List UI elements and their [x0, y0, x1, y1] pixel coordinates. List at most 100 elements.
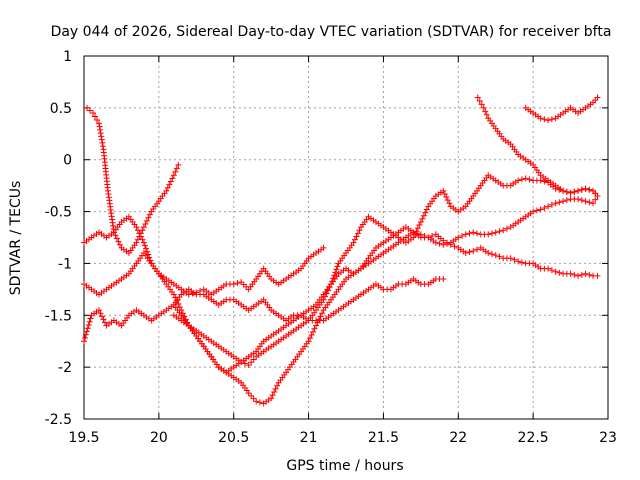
plot-frame	[83, 55, 609, 420]
data-point	[483, 111, 490, 118]
data-point	[414, 225, 421, 232]
data-point	[594, 193, 601, 200]
data-point	[480, 104, 487, 111]
data-point	[590, 200, 597, 207]
data-point	[145, 214, 152, 221]
data-point	[115, 238, 122, 245]
data-point	[334, 263, 341, 270]
y-tick-label: -2	[58, 360, 72, 376]
data-point	[97, 130, 104, 137]
x-tick-label: 22	[449, 430, 467, 446]
data-point	[175, 300, 182, 307]
data-point	[444, 240, 451, 247]
data-point	[474, 94, 481, 101]
data-point	[83, 328, 90, 335]
series-5	[170, 193, 601, 407]
data-point	[575, 196, 582, 203]
data-point	[416, 222, 423, 229]
data-point	[83, 104, 90, 111]
data-point	[314, 319, 321, 326]
data-point	[515, 258, 522, 265]
data-point	[541, 204, 548, 211]
data-point	[560, 198, 567, 205]
data-point	[575, 187, 582, 194]
data-point	[322, 293, 329, 300]
y-tick-label: 0.5	[50, 101, 72, 117]
data-point	[492, 252, 499, 259]
data-point	[522, 175, 529, 182]
data-point	[485, 231, 492, 238]
data-point	[422, 209, 429, 216]
data-point	[466, 249, 473, 256]
data-point	[548, 116, 555, 123]
y-axis-label: SDTVAR / TECUs	[8, 181, 24, 296]
data-point	[253, 398, 260, 405]
data-point	[230, 281, 237, 288]
data-point	[440, 187, 447, 194]
data-point	[421, 232, 428, 239]
data-point	[586, 199, 593, 206]
data-point	[586, 271, 593, 278]
data-point	[496, 253, 503, 260]
data-point	[169, 175, 176, 182]
data-point	[548, 201, 555, 208]
data-point	[144, 248, 151, 255]
data-point	[530, 208, 537, 215]
data-point	[170, 172, 177, 179]
data-point	[134, 227, 141, 234]
data-point	[511, 256, 518, 263]
data-point	[136, 230, 143, 237]
data-point	[98, 133, 105, 140]
data-point	[185, 291, 192, 298]
data-point	[578, 186, 585, 193]
data-point	[166, 181, 173, 188]
data-point	[353, 233, 360, 240]
data-point	[164, 184, 171, 191]
data-point	[571, 188, 578, 195]
data-point	[350, 239, 357, 246]
data-point	[146, 211, 153, 218]
data-point	[470, 229, 477, 236]
series-8	[522, 94, 601, 124]
x-tick-label: 20.5	[218, 430, 249, 446]
data-point	[140, 224, 147, 231]
series-1	[83, 104, 182, 257]
data-point	[592, 196, 599, 203]
data-point	[462, 250, 469, 257]
data-point	[316, 316, 323, 323]
data-point	[308, 331, 315, 338]
data-point	[140, 239, 147, 246]
data-point	[173, 297, 180, 304]
data-point	[172, 168, 179, 175]
data-point	[97, 310, 104, 317]
data-point	[143, 245, 150, 252]
series-4	[81, 213, 601, 376]
data-point	[137, 233, 144, 240]
data-point	[411, 231, 418, 238]
data-point	[578, 271, 585, 278]
data-point	[97, 126, 104, 133]
y-tick-label: -0.5	[45, 205, 72, 221]
data-point	[537, 206, 544, 213]
data-point	[533, 207, 540, 214]
data-point	[496, 228, 503, 235]
data-point	[82, 331, 89, 338]
data-point	[116, 241, 123, 248]
data-point	[142, 221, 149, 228]
data-point	[419, 215, 426, 222]
data-point	[444, 197, 451, 204]
y-tick-label: -1	[58, 256, 72, 272]
data-point	[417, 231, 424, 238]
data-point	[86, 107, 93, 114]
data-point	[545, 117, 552, 124]
data-point	[567, 270, 574, 277]
data-point	[93, 116, 100, 123]
data-point	[113, 235, 120, 242]
data-point	[446, 200, 453, 207]
data-point	[455, 234, 462, 241]
data-point	[420, 212, 427, 219]
data-point	[173, 165, 180, 172]
data-point	[356, 227, 363, 234]
data-point	[176, 303, 183, 310]
